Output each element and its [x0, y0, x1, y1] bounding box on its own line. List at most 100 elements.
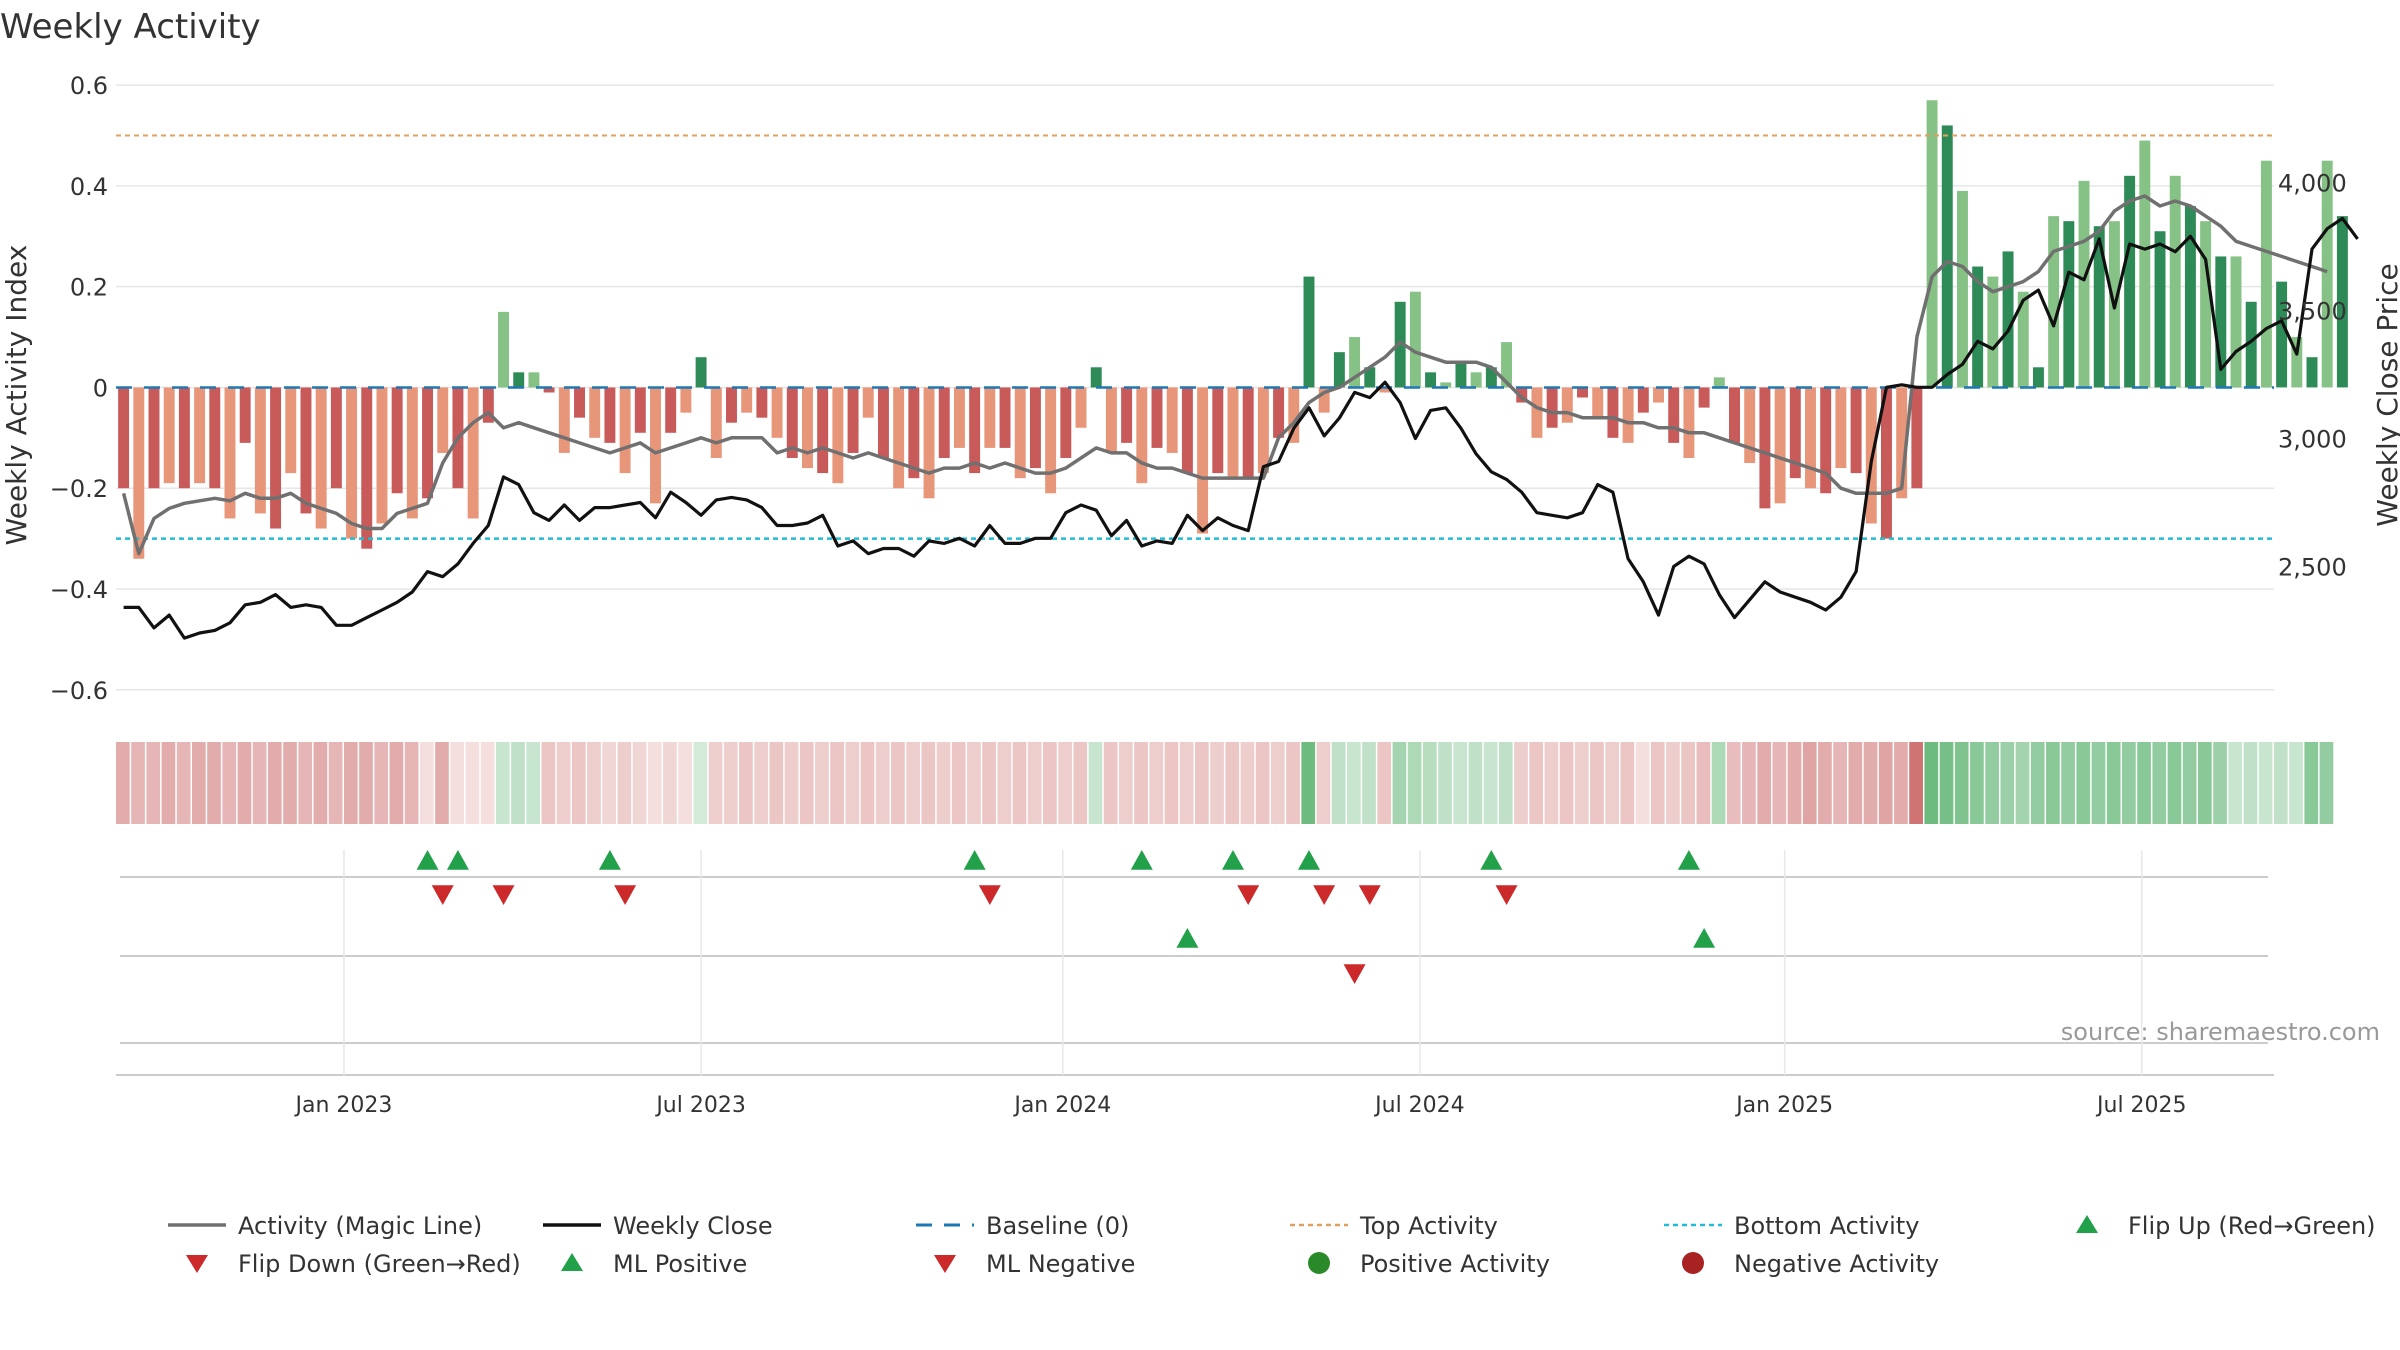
strip-cell	[237, 742, 252, 824]
activity-bar	[2291, 337, 2303, 388]
activity-bar	[2032, 367, 2044, 388]
activity-bar	[756, 387, 768, 418]
activity-bar	[923, 387, 935, 499]
weekly-close-line	[123, 216, 2359, 640]
legend-item-top: Top Activity	[1290, 1212, 1498, 1240]
y-tick-label-left: −0.6	[50, 677, 108, 705]
activity-bar	[1318, 387, 1330, 413]
legend-swatch	[1682, 1252, 1704, 1274]
activity-bar	[1668, 387, 1680, 443]
activity-bar	[513, 372, 525, 388]
activity-bar	[1105, 387, 1117, 453]
activity-bar	[2336, 216, 2348, 388]
activity-bar	[2154, 231, 2166, 388]
strip-cell	[1787, 742, 1802, 824]
legend-item-baseline: Baseline (0)	[916, 1212, 1129, 1240]
activity-bar	[2017, 291, 2029, 388]
y-tick-label-left: −0.2	[50, 475, 108, 503]
strip-cell	[2061, 742, 2075, 824]
strip-cell	[328, 742, 343, 824]
strip-cell	[2319, 742, 2334, 824]
activity-bar	[969, 387, 981, 474]
strip-cell	[435, 742, 449, 824]
legend-item-mlneg: ML Negative	[934, 1250, 1135, 1278]
strip-cell	[541, 742, 556, 824]
activity-bar	[498, 311, 509, 388]
activity-bar	[1303, 276, 1315, 388]
strip-cell	[495, 742, 510, 824]
activity-bar	[1729, 387, 1740, 443]
strip-cell	[1468, 742, 1483, 824]
strip-cell	[1757, 742, 1771, 824]
y-tick-label-left: 0.6	[70, 72, 108, 100]
activity-bar	[1455, 362, 1467, 388]
activity-bar	[194, 387, 206, 484]
activity-bar	[1683, 387, 1695, 458]
strip-cell	[739, 742, 753, 824]
activity-bar	[1516, 387, 1528, 403]
strip-cell	[526, 742, 541, 824]
strip-cell	[1939, 742, 1954, 824]
strip-cell	[845, 742, 860, 824]
activity-bar	[1789, 387, 1801, 479]
strip-cell	[1103, 742, 1118, 824]
chart-legend: Activity (Magic Line) Weekly Close Baselin…	[168, 1212, 2376, 1278]
activity-bar	[1622, 387, 1634, 443]
flip-down-marker	[431, 885, 454, 905]
y-tick-label-left: 0	[93, 374, 108, 402]
strip-cell	[1650, 742, 1665, 824]
strip-cell	[1529, 742, 1544, 824]
activity-bar	[1257, 387, 1269, 474]
strip-cell	[1924, 742, 1939, 824]
activity-bar	[1531, 387, 1543, 438]
strip-cell	[374, 742, 389, 824]
flip-down-marker	[1358, 885, 1381, 905]
strip-cell	[1134, 742, 1148, 824]
activity-bar	[558, 387, 570, 453]
flip-up-marker	[598, 850, 621, 870]
flip-down-marker	[978, 885, 1001, 905]
strip-cell	[1878, 742, 1893, 824]
legend-label: Positive Activity	[1360, 1250, 1550, 1278]
strip-cell	[1620, 742, 1635, 824]
strip-cell	[511, 742, 525, 824]
strip-cell	[1073, 742, 1088, 824]
strip-cell	[480, 742, 495, 824]
strip-cell	[2122, 742, 2136, 824]
strip-cell	[1894, 742, 1908, 824]
strip-cell	[1590, 742, 1604, 824]
activity-bar	[802, 387, 813, 469]
legend-swatch	[186, 1255, 208, 1273]
axis-ticks: 0.6 0.4 0.2 0 −0.2 −0.4 −0.6 4,000 3,500 3,000 2,5…	[50, 72, 2347, 1118]
legend-swatch	[561, 1253, 583, 1271]
strip-cell	[1240, 742, 1255, 824]
activity-bar	[437, 387, 449, 453]
strip-cell	[1270, 742, 1285, 824]
strip-cell	[1286, 742, 1300, 824]
activity-bar	[1333, 352, 1345, 388]
legend-item-magic: Activity (Magic Line)	[168, 1212, 482, 1240]
y-tick-label-left: −0.4	[50, 576, 108, 604]
activity-bar	[862, 387, 874, 418]
activity-bar	[574, 387, 585, 418]
strip-cell	[2030, 742, 2045, 824]
strip-cell	[176, 742, 191, 824]
strip-cell	[1863, 742, 1878, 824]
y-tick-label-left: 0.2	[70, 274, 108, 302]
activity-bar	[2184, 206, 2196, 388]
flip-down-marker	[1495, 885, 1518, 905]
strip-cell	[1742, 742, 1756, 824]
activity-bar	[422, 387, 434, 499]
strip-cell	[936, 742, 951, 824]
activity-bar	[361, 387, 373, 549]
legend-swatch	[1308, 1252, 1330, 1274]
activity-bar	[254, 387, 266, 514]
activity-bar	[786, 387, 798, 458]
strip-cell	[2167, 742, 2182, 824]
strip-cell	[2274, 742, 2288, 824]
activity-bar	[1242, 387, 1254, 479]
flip-up-marker	[963, 850, 986, 870]
ml-positive-marker	[1176, 928, 1199, 948]
strip-cell	[1574, 742, 1589, 824]
x-tick-label: Jan 2025	[1734, 1093, 1833, 1118]
